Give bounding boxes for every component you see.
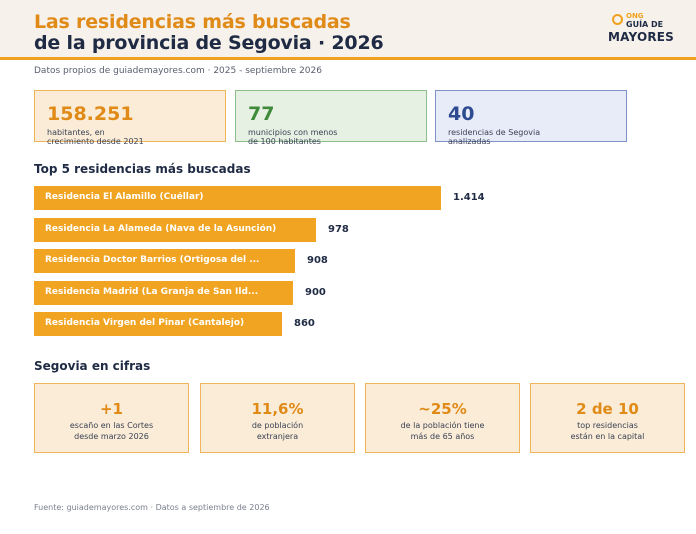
stat-label: residencias de Segovia analizadas: [448, 128, 541, 146]
cifra-card-mayores-65: ~25% de la población tiene más de 65 años: [365, 383, 520, 453]
cifra-label: top residencias están en la capital: [570, 421, 645, 441]
logo-mayores-text: MAYORES: [608, 30, 675, 44]
bar-category-label: Residencia El Alamillo (Cuéllar): [45, 192, 204, 202]
bar-category-label: Residencia Doctor Barrios (Ortigosa del …: [45, 255, 260, 265]
stat-card-habitantes: 158.251 habitantes, en crecimiento desde …: [34, 90, 226, 146]
stat-value: 40: [448, 103, 475, 125]
bar-value-label: 908: [307, 255, 328, 266]
cifra-card-capital: 2 de 10 top residencias están en la capit…: [530, 383, 685, 453]
cifra-card-extranjera: 11,6% de población extranjera: [200, 383, 355, 453]
bar-category-label: Residencia La Alameda (Nava de la Asunci…: [45, 224, 277, 234]
stat-card-residencias: 40 residencias de Segovia analizadas: [435, 90, 627, 146]
cifra-value: +1: [99, 400, 123, 418]
cifra-value: ~25%: [418, 400, 467, 418]
bar-category-label: Residencia Madrid (La Granja de San Ild.…: [45, 287, 259, 297]
chart-bar: Residencia Virgen del Pinar (Cantalejo): [34, 312, 282, 336]
page-title-line1: Las residencias más buscadas: [34, 11, 351, 33]
footer-source: Fuente: guiademayores.com · Datos a sept…: [34, 503, 270, 512]
stat-value: 158.251: [47, 103, 134, 125]
subtitle: Datos propios de guiademayores.com · 202…: [34, 66, 322, 76]
bar-value-label: 900: [305, 287, 326, 298]
top5-section-title: Top 5 residencias más buscadas: [34, 162, 251, 176]
logo-guia-text: GUÍA DE: [626, 20, 664, 29]
bar-category-label: Residencia Virgen del Pinar (Cantalejo): [45, 318, 245, 328]
chart-bar: Residencia La Alameda (Nava de la Asunci…: [34, 218, 316, 242]
bar-value-label: 978: [328, 224, 349, 235]
cifra-label: de población extranjera: [251, 421, 304, 441]
cifras-section-title: Segovia en cifras: [34, 359, 151, 373]
cifra-label: escaño en las Cortes desde marzo 2026: [69, 421, 154, 441]
chart-bar: Residencia Madrid (La Granja de San Ild.…: [34, 281, 293, 305]
bar-value-label: 860: [294, 318, 315, 329]
stat-card-municipios: 77 municipios con menos de 100 habitantes: [235, 90, 427, 146]
header: Las residencias más buscadas de la provi…: [0, 0, 696, 60]
cifra-label: de la población tiene más de 65 años: [400, 421, 485, 441]
chart-bar: Residencia Doctor Barrios (Ortigosa del …: [34, 249, 295, 273]
stat-value: 77: [248, 103, 275, 125]
stat-label: municipios con menos de 100 habitantes: [248, 128, 338, 146]
cifra-value: 2 de 10: [576, 400, 639, 418]
stat-label: habitantes, en crecimiento desde 2021: [47, 128, 144, 146]
guia-de-mayores-logo[interactable]: ONG GUÍA DE MAYORES: [608, 11, 675, 45]
chart-bar: Residencia El Alamillo (Cuéllar): [34, 186, 441, 210]
logo-ong-text: ONG: [626, 12, 644, 20]
page-title-line2: de la provincia de Segovia · 2026: [34, 32, 384, 54]
cifra-card-escano: +1 escaño en las Cortes desde marzo 2026: [34, 383, 189, 453]
cifra-value: 11,6%: [251, 400, 304, 418]
bar-value-label: 1.414: [453, 192, 485, 203]
logo-circle-icon: [612, 14, 623, 25]
